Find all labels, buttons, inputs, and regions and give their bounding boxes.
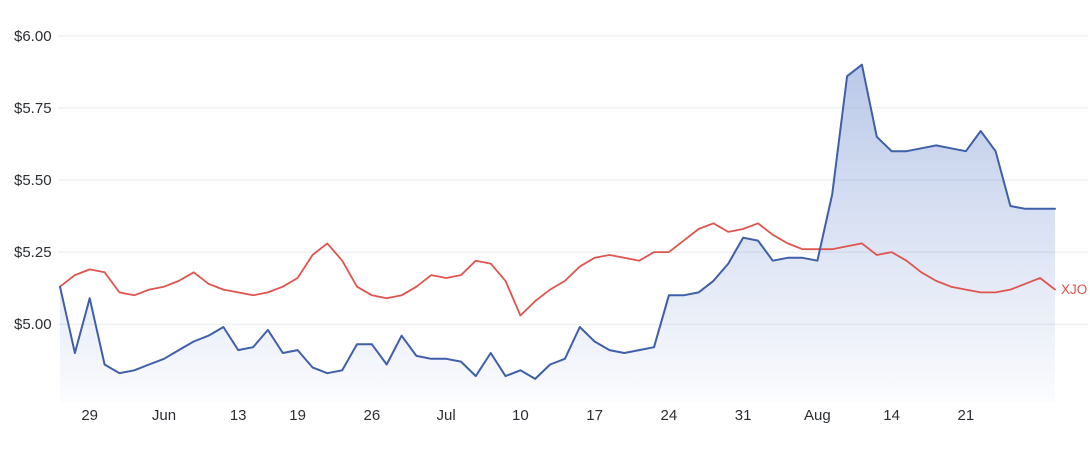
y-axis: $6.00 $5.75 $5.50 $5.25 $5.00 [14,28,52,333]
x-axis: 29 Jun 13 19 26 Jul 10 17 24 31 Aug 14 21 [81,407,974,424]
y-axis-label: $5.00 [14,316,52,333]
x-axis-label: Jul [437,407,456,424]
x-axis-label: 26 [364,407,381,424]
x-axis-label: 13 [230,407,247,424]
y-axis-label: $5.50 [14,172,52,189]
x-axis-label: 17 [586,407,603,424]
x-axis-label: 19 [289,407,306,424]
x-axis-label: 14 [883,407,900,424]
x-axis-label: 21 [958,407,975,424]
x-axis-label: Jun [152,407,176,424]
y-axis-label: $5.75 [14,100,52,117]
price-series-line [59,63,1056,380]
x-axis-label: 31 [735,407,752,424]
x-axis-label: Aug [804,407,831,424]
series-group [59,63,1056,402]
y-axis-label: $5.25 [14,244,52,261]
price-area-fill [60,64,1055,402]
x-axis-label: 29 [81,407,98,424]
y-axis-label: $6.00 [14,28,52,45]
xjo-series-label: XJO [1061,282,1087,297]
xjo-series-line [59,222,1056,317]
x-axis-label: 10 [512,407,529,424]
x-axis-label: 24 [661,407,678,424]
